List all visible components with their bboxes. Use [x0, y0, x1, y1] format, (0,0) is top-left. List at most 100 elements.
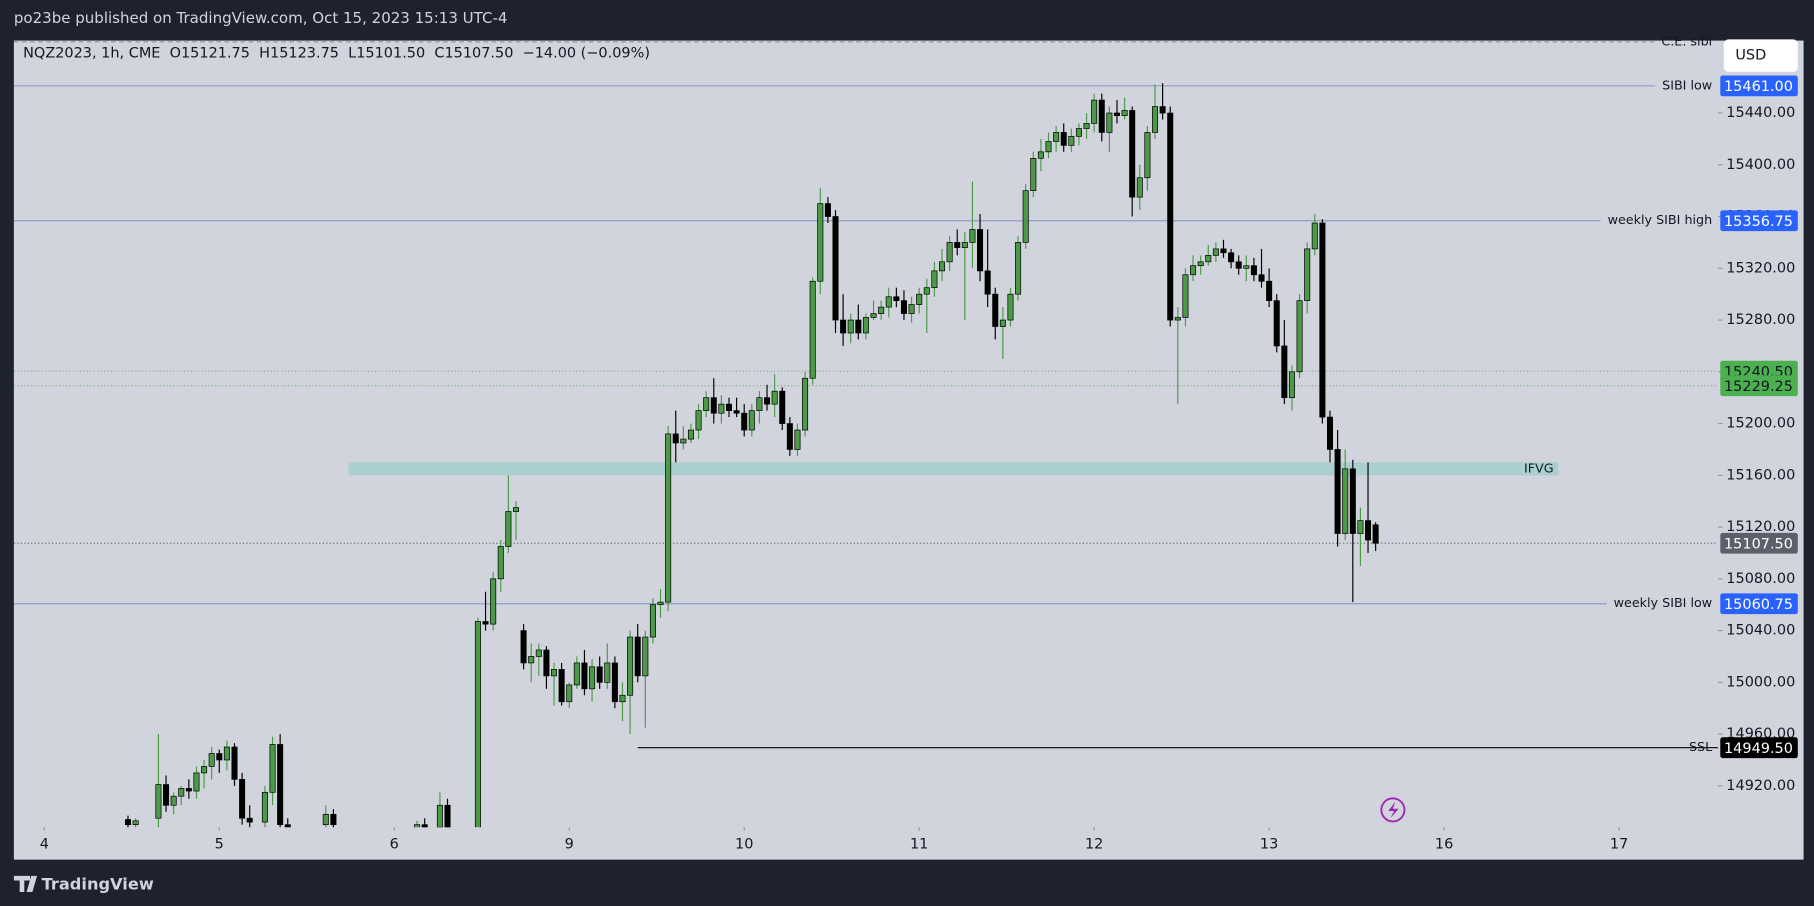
candle-body — [802, 377, 809, 431]
candle-body — [1357, 520, 1364, 534]
candle-body — [756, 397, 763, 411]
candle-body — [1296, 300, 1303, 373]
candle-body — [619, 694, 626, 703]
candle-body — [733, 410, 740, 414]
candle-body — [1190, 265, 1197, 276]
candle-body — [558, 669, 565, 703]
y-tick-label: 15280.00 — [1726, 312, 1795, 328]
candle-body — [1045, 141, 1052, 153]
candle-body — [1250, 265, 1257, 276]
price-tag — [1720, 75, 1798, 97]
candle-body — [124, 819, 132, 826]
candle-body — [421, 824, 428, 828]
price-tag-label: 14949.50 — [1724, 741, 1793, 757]
price-tag-label: 15356.75 — [1724, 214, 1793, 230]
alert-icon[interactable] — [1380, 797, 1406, 823]
candle-body — [596, 666, 603, 683]
candle-body — [589, 666, 596, 690]
candle-body — [1288, 371, 1295, 399]
y-tick-label: 15080.00 — [1726, 571, 1795, 587]
x-tick-label: 13 — [1260, 837, 1278, 853]
candle-body — [322, 813, 329, 826]
candle-body — [657, 601, 664, 606]
y-tick-label: 15400.00 — [1726, 157, 1795, 173]
candle-body — [999, 319, 1006, 327]
candle-body — [185, 788, 192, 792]
candle-body — [1144, 132, 1151, 179]
candle-body — [946, 242, 953, 263]
candle-body — [703, 397, 710, 411]
candle-body — [847, 319, 854, 334]
candle-body — [1281, 345, 1288, 399]
level-name: SSL — [1689, 739, 1713, 754]
candle-body — [1113, 112, 1120, 116]
price-tag-label: 15060.75 — [1724, 597, 1793, 613]
candle-body — [748, 410, 755, 431]
candle-body — [1068, 135, 1075, 146]
candle-body — [771, 390, 778, 405]
level-name: C.E. sibi — [1661, 33, 1712, 48]
candle-body — [1334, 449, 1341, 534]
candle-body — [505, 511, 512, 547]
candle-body — [741, 412, 748, 431]
candle-body — [1342, 468, 1349, 534]
candle-body — [436, 804, 443, 828]
candle-body — [779, 390, 786, 424]
candle-body — [969, 229, 976, 243]
candle-body — [231, 746, 238, 780]
candle-body — [239, 779, 246, 819]
x-tick-label: 10 — [735, 837, 753, 853]
price-tag — [1720, 737, 1798, 759]
candle-body — [1258, 274, 1265, 282]
candle-body — [1197, 261, 1204, 267]
candle-body — [725, 403, 733, 411]
candle-body — [672, 433, 679, 444]
y-tick-label: 15000.00 — [1726, 674, 1795, 690]
y-tick-label: 15200.00 — [1726, 416, 1795, 432]
candle-body — [710, 397, 717, 414]
x-tick-label: 17 — [1610, 837, 1628, 853]
candle-body — [908, 304, 915, 314]
candle-body — [1022, 190, 1029, 243]
candle-body — [840, 319, 847, 334]
y-tick-label: 15160.00 — [1726, 467, 1795, 483]
y-tick-label: 14920.00 — [1726, 778, 1795, 794]
candle-body — [916, 293, 923, 305]
price-tag — [1720, 210, 1798, 232]
candle-body — [581, 662, 588, 690]
candle-body — [155, 784, 162, 819]
candle-body — [832, 216, 839, 321]
candle-body — [261, 791, 268, 823]
candle-body — [163, 784, 170, 806]
candle-body — [330, 813, 337, 826]
candle-body — [535, 649, 542, 657]
candle-body — [1136, 177, 1143, 198]
zone — [348, 462, 1559, 476]
candle-body — [611, 662, 618, 703]
level-name: SIBI low — [1662, 77, 1712, 92]
candle-body — [551, 669, 558, 677]
candle-body — [885, 296, 892, 308]
candle-body — [855, 319, 862, 334]
chart-panel — [13, 40, 1804, 860]
candle-body — [1060, 132, 1067, 146]
candle-body — [246, 817, 253, 823]
candle-body — [1075, 128, 1082, 137]
candle-body — [193, 772, 200, 792]
candle-body — [208, 753, 215, 767]
currency-button[interactable] — [1723, 39, 1798, 72]
y-tick-label: 15440.00 — [1726, 105, 1795, 121]
publish-info: po23be published on TradingView.com, Oct… — [14, 9, 508, 27]
price-tag — [1720, 532, 1798, 554]
candle-body — [627, 636, 634, 696]
candle-body — [414, 824, 421, 828]
x-tick-label: 4 — [40, 837, 49, 853]
candle-body — [938, 261, 946, 272]
legend: NQZ2023, 1h, CME O15121.75 H15123.75 L15… — [23, 45, 650, 61]
candle-body — [642, 636, 649, 677]
currency: USD — [1735, 48, 1766, 64]
candle-body — [961, 242, 968, 248]
candle-body — [1159, 106, 1166, 114]
candle-body — [1121, 110, 1128, 116]
